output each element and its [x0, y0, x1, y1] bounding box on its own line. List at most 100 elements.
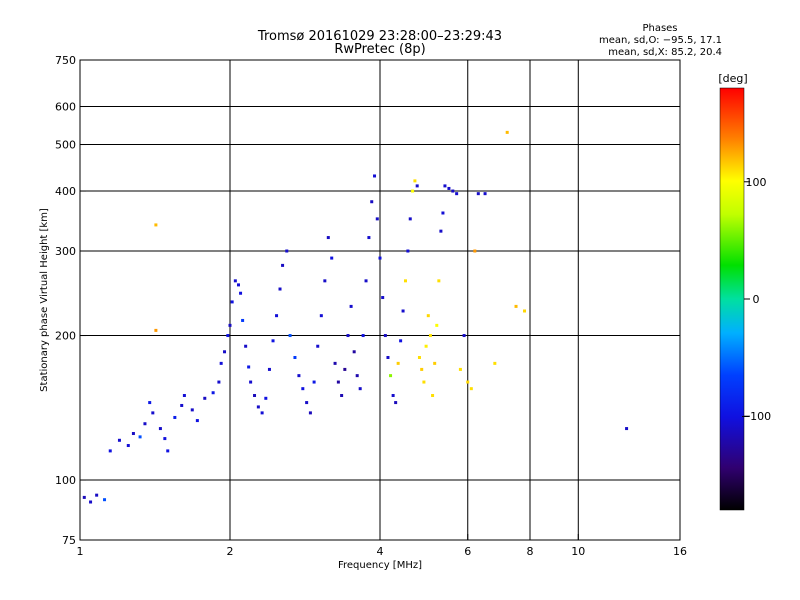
data-point — [260, 411, 264, 415]
data-point — [406, 249, 410, 253]
data-point — [95, 493, 99, 497]
data-point — [370, 200, 374, 204]
data-point — [437, 279, 441, 283]
data-point — [308, 411, 312, 415]
data-point — [381, 296, 385, 300]
data-point — [249, 380, 253, 384]
data-point — [447, 186, 451, 190]
data-point — [326, 236, 330, 240]
data-point — [413, 179, 417, 183]
data-point — [523, 309, 527, 313]
data-point — [241, 318, 245, 322]
data-point — [340, 394, 344, 398]
data-point — [401, 309, 405, 313]
data-point — [469, 387, 473, 391]
colorbar-label: [deg] — [718, 72, 747, 85]
x-tick-label: 1 — [77, 545, 84, 558]
data-point — [211, 391, 215, 395]
data-point — [190, 408, 194, 412]
data-point — [275, 314, 279, 318]
data-point — [422, 380, 426, 384]
y-tick-label: 400 — [55, 185, 76, 198]
data-point — [451, 189, 455, 193]
data-point — [625, 427, 629, 431]
data-point — [431, 394, 435, 398]
data-point — [433, 361, 437, 365]
data-point — [154, 223, 158, 227]
data-point — [476, 192, 480, 196]
chart-title: Tromsø 20161029 23:28:00–23:29:43 — [257, 29, 502, 44]
data-point — [82, 495, 86, 499]
data-point — [389, 374, 393, 378]
x-axis-ticks: 1 2 4 6 8 10 16 — [77, 534, 687, 558]
data-point — [439, 229, 443, 233]
data-point — [285, 249, 289, 253]
stats-title: Phases — [642, 23, 677, 34]
data-point — [383, 334, 387, 338]
data-point — [514, 304, 518, 308]
x-tick-label: 8 — [527, 545, 534, 558]
data-point — [217, 380, 221, 384]
data-point — [466, 380, 470, 384]
x-tick-label: 2 — [227, 545, 234, 558]
data-point — [230, 300, 234, 304]
data-point — [223, 350, 227, 354]
data-point — [458, 367, 462, 371]
y-axis-ticks: 75 100 200 300 400 500 600 750 — [55, 54, 86, 547]
x-axis-label: Frequency [MHz] — [338, 560, 422, 571]
data-point — [424, 344, 428, 348]
y-tick-label: 750 — [55, 54, 76, 67]
chart-subtitle: RwPretec (8p) — [334, 42, 425, 57]
data-point — [256, 405, 260, 409]
data-point — [455, 192, 459, 196]
data-point — [182, 394, 186, 398]
data-point — [103, 498, 107, 502]
data-point — [138, 435, 142, 439]
data-point — [247, 365, 251, 369]
data-point — [239, 291, 243, 295]
data-point — [386, 355, 390, 359]
data-point — [236, 283, 240, 287]
data-point — [394, 401, 398, 405]
data-point — [151, 411, 155, 415]
data-point — [361, 334, 365, 338]
data-point — [343, 367, 347, 371]
data-point — [253, 394, 257, 398]
data-point — [378, 256, 382, 260]
data-point — [333, 361, 337, 365]
data-point — [323, 279, 327, 283]
x-tick-label: 10 — [571, 545, 585, 558]
data-point — [154, 328, 158, 332]
data-point — [364, 279, 368, 283]
data-point — [399, 339, 403, 343]
data-point — [163, 437, 167, 441]
data-point — [336, 380, 340, 384]
data-point — [312, 380, 316, 384]
data-point — [226, 334, 230, 338]
data-point — [375, 217, 379, 221]
data-points — [82, 130, 629, 504]
data-point — [233, 279, 237, 283]
colorbar-tick-label: −100 — [741, 410, 771, 423]
y-axis-label: Stationary phase Virtual Height [km] — [39, 208, 50, 392]
data-point — [267, 367, 271, 371]
data-point — [281, 263, 285, 267]
colorbar-ticks: 100 0 −100 — [741, 176, 771, 423]
data-point — [293, 355, 297, 359]
data-point — [131, 432, 135, 436]
y-tick-label: 75 — [62, 534, 76, 547]
y-tick-label: 300 — [55, 245, 76, 258]
y-tick-label: 500 — [55, 139, 76, 152]
data-point — [271, 339, 275, 343]
data-point — [420, 367, 424, 371]
data-point — [346, 334, 350, 338]
data-point — [89, 500, 93, 504]
data-point — [108, 449, 112, 453]
data-point — [288, 334, 292, 338]
grid-lines — [80, 60, 680, 540]
colorbar-tick-label: 100 — [746, 176, 767, 189]
data-point — [415, 184, 419, 188]
y-tick-label: 600 — [55, 101, 76, 114]
data-point — [367, 236, 371, 240]
